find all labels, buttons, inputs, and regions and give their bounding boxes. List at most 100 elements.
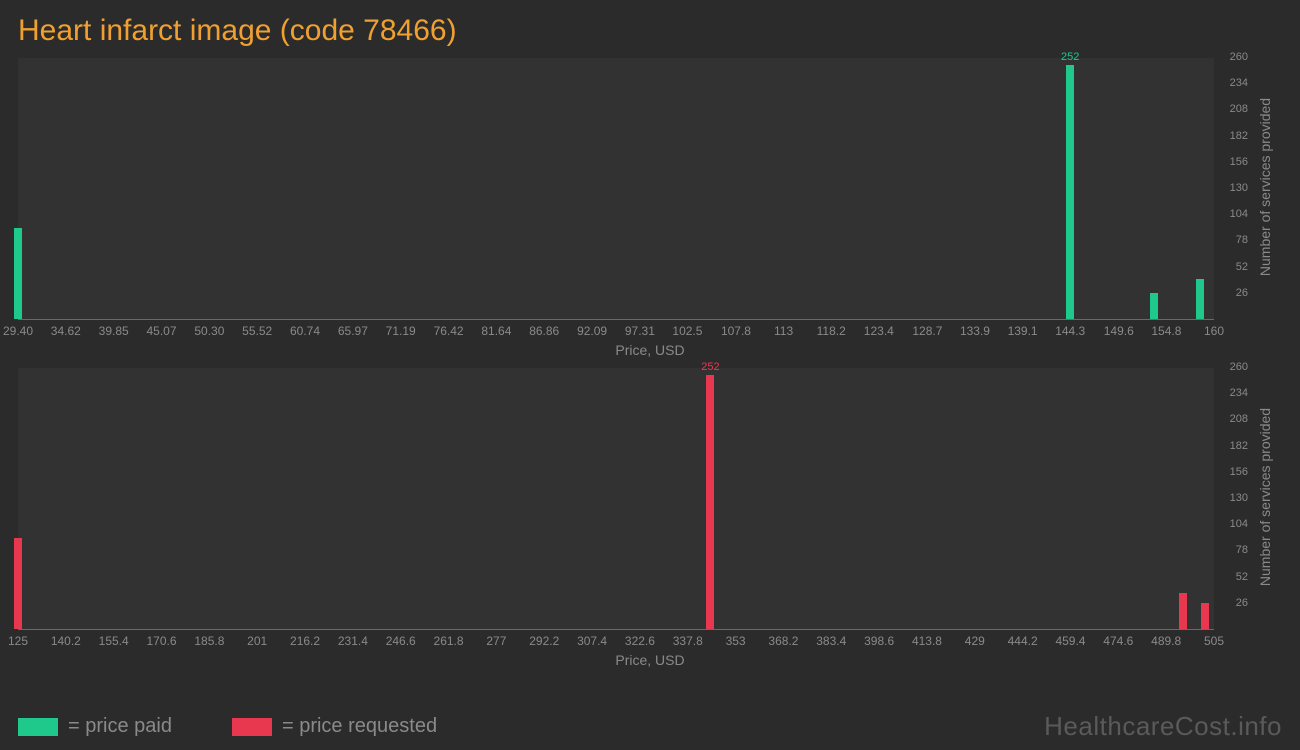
y-tick: 104 [1230, 518, 1248, 530]
x-tick: 128.7 [912, 324, 942, 338]
y-axis-ticks: 265278104130156182208234260 [1218, 368, 1248, 629]
y-axis-ticks: 265278104130156182208234260 [1218, 58, 1248, 319]
x-tick: 216.2 [290, 634, 320, 648]
y-tick: 208 [1230, 413, 1248, 425]
price-requested-chart: 252265278104130156182208234260Number of … [18, 368, 1282, 668]
y-tick: 182 [1230, 130, 1248, 142]
x-tick: 155.4 [99, 634, 129, 648]
x-tick: 125 [8, 634, 28, 648]
y-tick: 130 [1230, 182, 1248, 194]
x-tick: 170.6 [147, 634, 177, 648]
legend-swatch-paid [18, 718, 58, 736]
x-tick: 429 [965, 634, 985, 648]
legend-item-paid: = price paid [18, 715, 172, 738]
x-tick: 55.52 [242, 324, 272, 338]
bar-value-label: 252 [701, 361, 719, 373]
y-tick: 182 [1230, 440, 1248, 452]
x-tick: 123.4 [864, 324, 894, 338]
bar [14, 228, 22, 319]
watermark: HealthcareCost.info [1044, 711, 1282, 742]
price-paid-chart: 252265278104130156182208234260Number of … [18, 58, 1282, 358]
x-tick: 29.40 [3, 324, 33, 338]
x-axis-label: Price, USD [18, 652, 1282, 668]
y-tick: 208 [1230, 103, 1248, 115]
plot-area: 252265278104130156182208234260Number of … [18, 58, 1214, 320]
plot-area: 252265278104130156182208234260Number of … [18, 368, 1214, 630]
x-tick: 144.3 [1055, 324, 1085, 338]
x-tick: 149.6 [1104, 324, 1134, 338]
charts-container: 252 26 52 78 104 130 156 182 208 234 260 Number of … [0, 58, 1300, 668]
y-axis-label: Number of services provided [1257, 98, 1273, 276]
legend-item-requested: = price requested [232, 715, 437, 738]
bar [1179, 593, 1187, 629]
x-tick: 474.6 [1103, 634, 1133, 648]
x-tick: 444.2 [1008, 634, 1038, 648]
legend-label-paid: = price paid [68, 715, 172, 738]
x-axis-ticks: 29.4034.6239.8545.0750.3055.5260.7465.97… [18, 320, 1214, 338]
bar [706, 375, 714, 629]
x-tick: 60.74 [290, 324, 320, 338]
y-tick: 260 [1230, 51, 1248, 63]
y-tick: 104 [1230, 208, 1248, 220]
bar [1066, 65, 1074, 319]
x-tick: 277 [486, 634, 506, 648]
x-tick: 459.4 [1055, 634, 1085, 648]
x-tick: 139.1 [1008, 324, 1038, 338]
bar [1196, 279, 1204, 319]
y-tick: 26 [1236, 597, 1248, 609]
x-tick: 322.6 [625, 634, 655, 648]
y-tick: 52 [1236, 571, 1248, 583]
x-tick: 76.42 [434, 324, 464, 338]
x-tick: 261.8 [434, 634, 464, 648]
bar-value-label: 252 [1061, 51, 1079, 63]
x-tick: 39.85 [99, 324, 129, 338]
y-tick: 78 [1236, 544, 1248, 556]
legend: = price paid = price requested [18, 715, 437, 738]
x-tick: 398.6 [864, 634, 894, 648]
y-tick: 52 [1236, 261, 1248, 273]
x-tick: 413.8 [912, 634, 942, 648]
y-tick: 260 [1230, 361, 1248, 373]
x-tick: 34.62 [51, 324, 81, 338]
x-tick: 353 [726, 634, 746, 648]
x-tick: 154.8 [1151, 324, 1181, 338]
x-tick: 160 [1204, 324, 1224, 338]
x-tick: 231.4 [338, 634, 368, 648]
x-tick: 185.8 [194, 634, 224, 648]
x-axis-ticks: 125140.2155.4170.6185.8201216.2231.4246.… [18, 630, 1214, 648]
x-tick: 368.2 [768, 634, 798, 648]
x-tick: 292.2 [529, 634, 559, 648]
x-tick: 102.5 [672, 324, 702, 338]
x-tick: 45.07 [146, 324, 176, 338]
x-tick: 50.30 [194, 324, 224, 338]
bar [14, 538, 22, 629]
bar [1150, 293, 1158, 319]
x-tick: 107.8 [721, 324, 751, 338]
y-tick: 26 [1236, 287, 1248, 299]
x-tick: 113 [774, 324, 793, 338]
x-axis-label: Price, USD [18, 342, 1282, 358]
x-tick: 86.86 [529, 324, 559, 338]
y-tick: 78 [1236, 234, 1248, 246]
x-tick: 118.2 [817, 324, 846, 338]
x-tick: 505 [1204, 634, 1224, 648]
x-tick: 201 [247, 634, 267, 648]
y-tick: 156 [1230, 466, 1248, 478]
x-tick: 97.31 [625, 324, 655, 338]
x-tick: 337.8 [673, 634, 703, 648]
x-tick: 307.4 [577, 634, 607, 648]
y-tick: 156 [1230, 156, 1248, 168]
x-tick: 383.4 [816, 634, 846, 648]
x-tick: 71.19 [386, 324, 416, 338]
x-tick: 81.64 [481, 324, 511, 338]
y-axis-label: Number of services provided [1257, 408, 1273, 586]
x-tick: 133.9 [960, 324, 990, 338]
page-title: Heart infarct image (code 78466) [0, 0, 1300, 58]
x-tick: 65.97 [338, 324, 368, 338]
y-tick: 130 [1230, 492, 1248, 504]
x-tick: 489.8 [1151, 634, 1181, 648]
bar [1201, 603, 1209, 629]
legend-label-requested: = price requested [282, 715, 437, 738]
legend-swatch-requested [232, 718, 272, 736]
y-tick: 234 [1230, 77, 1248, 89]
